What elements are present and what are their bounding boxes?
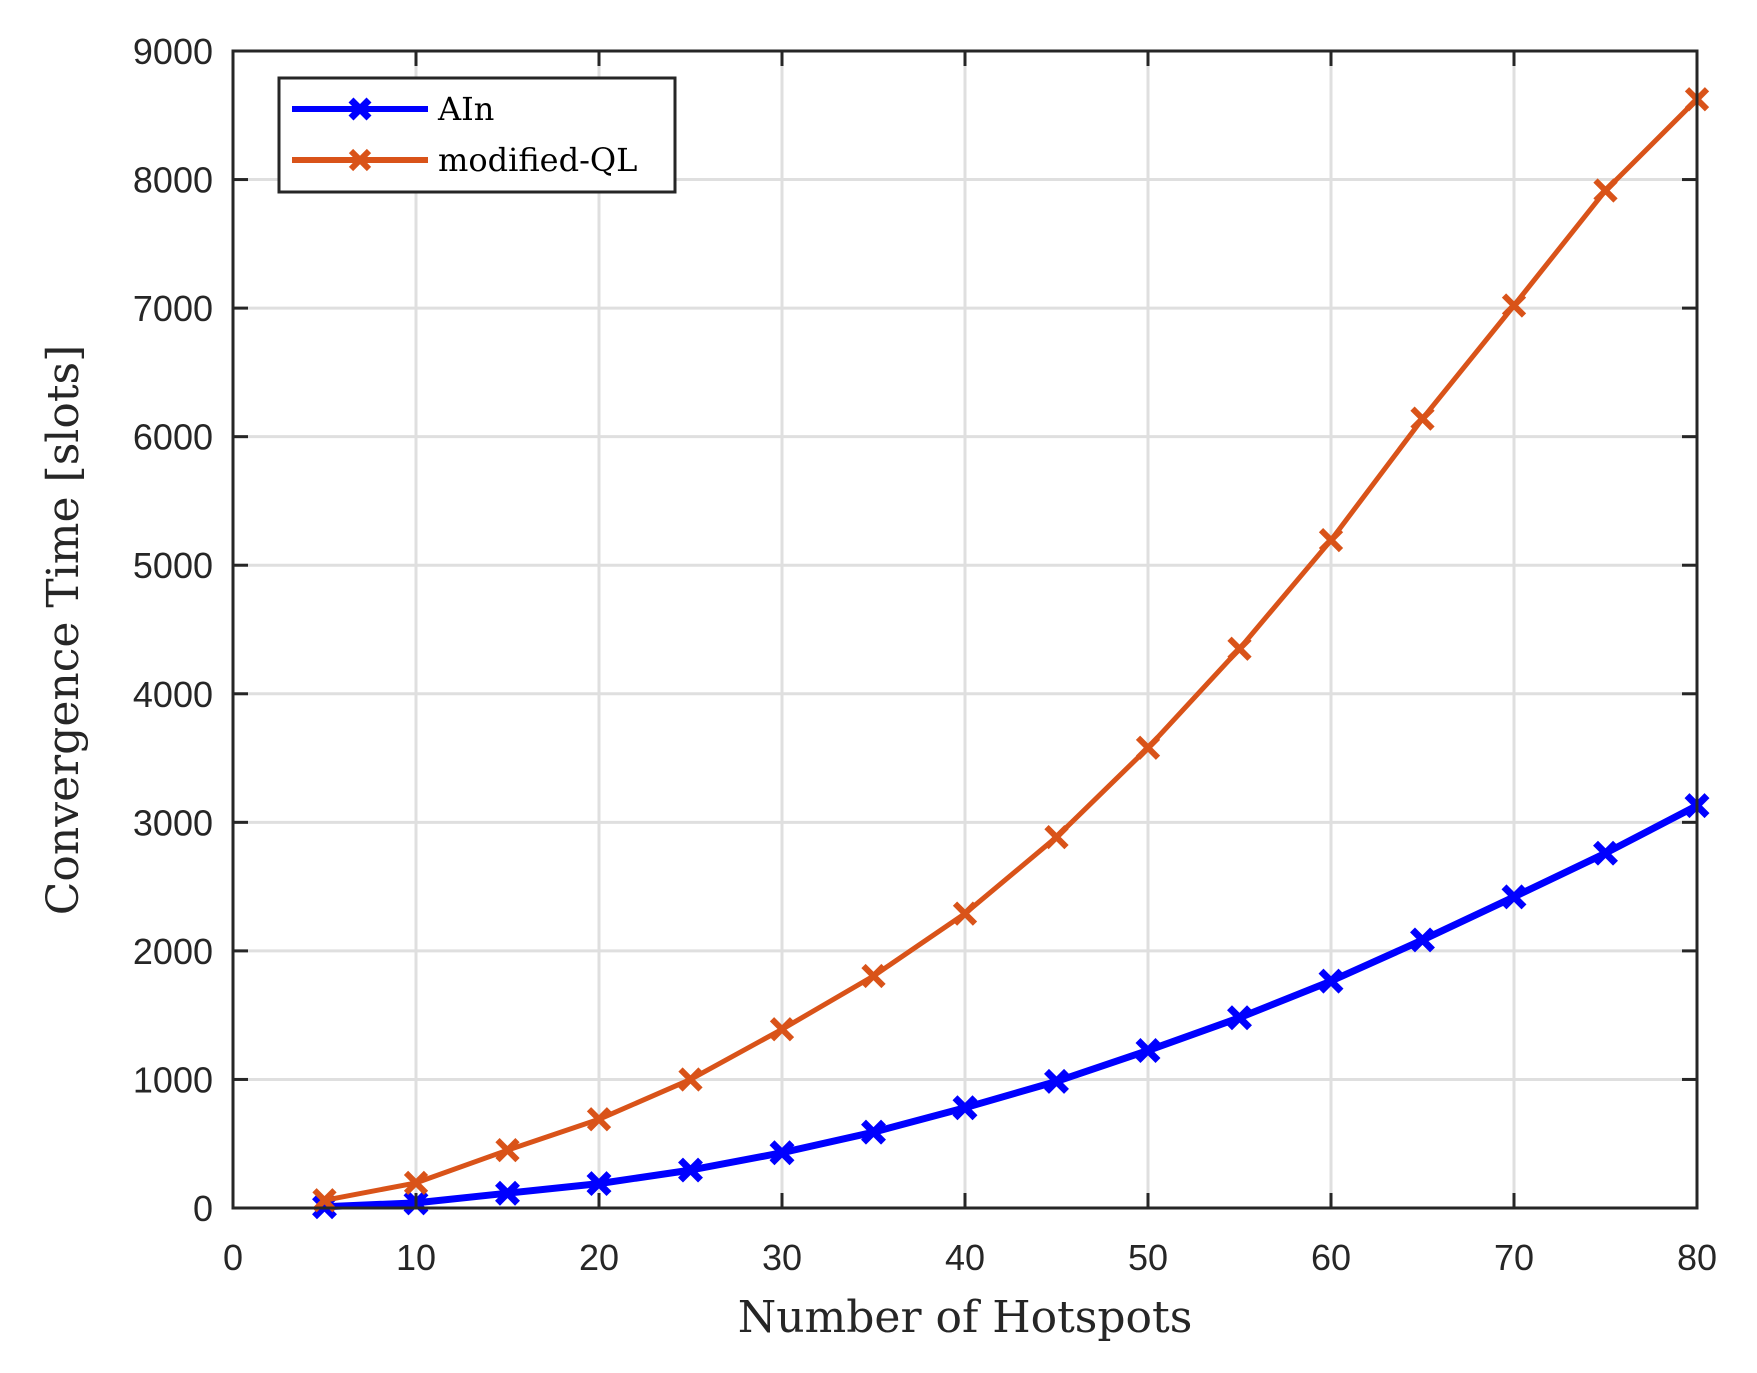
x-marker-icon: [495, 1180, 520, 1206]
x-marker-icon: [769, 1140, 795, 1166]
series-ain: [312, 793, 1710, 1220]
plot-series: [312, 87, 1710, 1220]
legend: AIn modified-QL: [277, 76, 677, 194]
y-tick-label: 6000: [133, 417, 213, 458]
x-tick-label: 80: [1677, 1237, 1717, 1278]
x-marker-icon: [1593, 178, 1618, 203]
x-marker-icon: [348, 148, 372, 172]
x-marker-icon: [403, 1170, 429, 1196]
x-tick-label: 70: [1494, 1237, 1534, 1278]
y-tick-label: 7000: [133, 288, 213, 329]
x-marker-icon: [1135, 735, 1161, 760]
x-marker-icon: [861, 963, 886, 989]
x-marker-icon: [861, 1119, 886, 1145]
y-tick-label: 3000: [133, 802, 213, 843]
x-marker-icon: [678, 1157, 703, 1183]
y-tick-label: 8000: [133, 160, 213, 201]
y-axis-label: Convergence Time [slots]: [38, 345, 89, 916]
x-tick-label: 40: [945, 1237, 985, 1278]
x-axis-label: Number of Hotspots: [738, 1292, 1193, 1343]
x-marker-icon: [1410, 927, 1435, 953]
legend-item-ain: AIn: [292, 90, 494, 128]
legend-item-modified-ql: modified-QL: [292, 141, 637, 179]
legend-box: [277, 76, 677, 194]
y-tick-label: 9000: [133, 31, 213, 72]
x-tick-label: 10: [396, 1237, 436, 1278]
y-tick-label: 0: [193, 1188, 213, 1229]
x-marker-icon: [1135, 1038, 1161, 1063]
y-tick-label: 2000: [133, 931, 213, 972]
x-tick-label: 30: [762, 1237, 802, 1278]
x-marker-icon: [952, 1095, 978, 1121]
x-marker-icon: [1501, 884, 1527, 910]
x-tick-label: 0: [223, 1237, 243, 1278]
x-marker-icon: [1318, 968, 1344, 994]
x-marker-icon: [495, 1138, 520, 1163]
x-marker-icon: [1410, 406, 1435, 431]
x-marker-icon: [769, 1017, 795, 1042]
y-tick-label: 5000: [133, 545, 213, 586]
x-marker-icon: [1318, 528, 1344, 553]
x-marker-icon: [1501, 293, 1527, 318]
x-marker-icon: [1593, 840, 1618, 866]
x-marker-icon: [1044, 1068, 1069, 1094]
x-marker-icon: [952, 901, 978, 926]
x-marker-icon: [586, 1107, 612, 1132]
x-marker-icon: [348, 97, 372, 121]
x-marker-icon: [586, 1171, 612, 1197]
x-marker-icon: [678, 1067, 703, 1092]
y-tick-label: 1000: [133, 1059, 213, 1100]
axes-frame: [231, 49, 1699, 1210]
x-marker-icon: [1044, 824, 1069, 850]
x-marker-icon: [348, 148, 372, 172]
x-tick-label: 20: [579, 1237, 619, 1278]
tick-labels: 0 10 20 30 40 50 60 70 80 0 1000 2000 3000 4000 5000 60…: [133, 31, 1717, 1278]
series-modified-ql: [312, 87, 1710, 1213]
y-tick-label: 4000: [133, 674, 213, 715]
series-line: [324, 802, 1699, 1211]
x-marker-icon: [348, 97, 372, 121]
legend-label-modified-ql: modified-QL: [438, 141, 637, 179]
grid-lines: [233, 51, 1697, 1208]
x-marker-icon: [1227, 1005, 1252, 1031]
x-tick-label: 60: [1311, 1237, 1351, 1278]
series-line: [324, 97, 1699, 1203]
x-marker-icon: [1227, 636, 1252, 661]
x-tick-label: 50: [1128, 1237, 1168, 1278]
legend-label-ain: AIn: [437, 90, 494, 128]
